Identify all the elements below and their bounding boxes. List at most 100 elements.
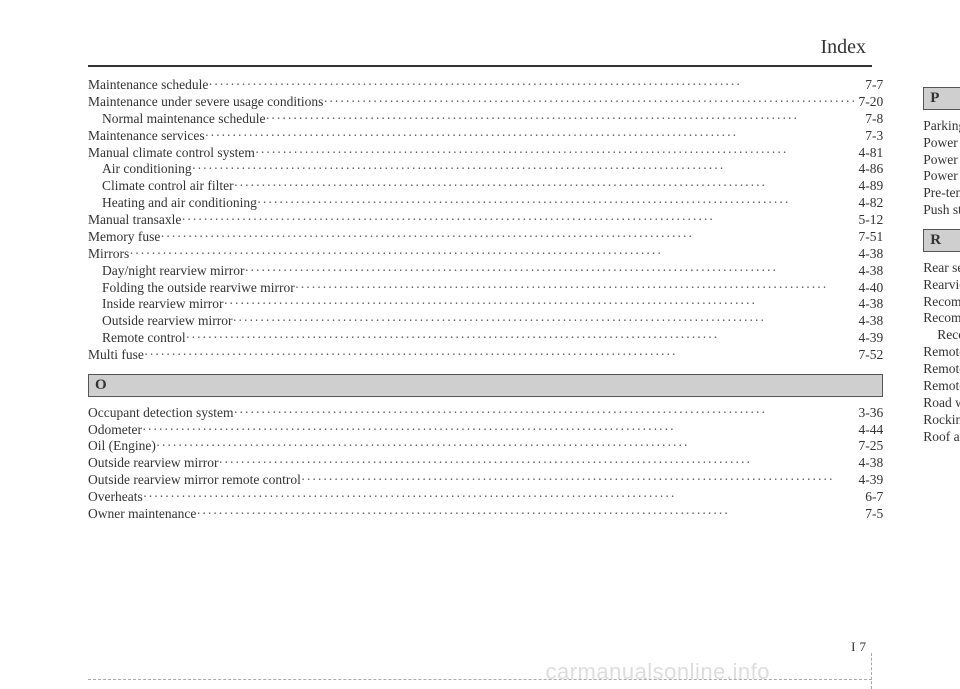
entry-label: Rocking the vehicle xyxy=(923,412,960,429)
left-entries-bottom: Occupant detection system 3-36Odometer 4… xyxy=(88,405,883,523)
index-entry: Recommended lubricants and capacities8-6 xyxy=(923,310,960,327)
entry-label: Power outlet xyxy=(923,152,960,169)
index-entry: Power outlet 4-99 xyxy=(923,152,960,169)
entry-page-ref: 4-44 xyxy=(857,422,884,439)
index-entry: Rearview camera4-69 xyxy=(923,277,960,294)
page-num: 7 xyxy=(860,639,867,654)
section-letter-r: R xyxy=(923,229,960,252)
page-volume: I xyxy=(851,639,855,654)
entry-page-ref: 4-89 xyxy=(857,178,884,195)
entry-page-ref: 7-5 xyxy=(863,506,883,523)
entry-page-ref: 7-3 xyxy=(863,128,883,145)
index-entry: Air conditioning 4-86 xyxy=(88,161,883,178)
entry-label: Oil (Engine) xyxy=(88,438,156,455)
entry-page-ref: 4-38 xyxy=(857,263,884,280)
entry-label: Inside rearview mirror xyxy=(102,296,223,313)
entry-leader-dots xyxy=(218,455,856,472)
index-entry: Remote control 4-39 xyxy=(88,330,883,347)
entry-page-ref: 4-39 xyxy=(857,472,884,489)
index-entry: Overheats 6-7 xyxy=(88,489,883,506)
entry-page-ref: 4-81 xyxy=(857,145,884,162)
entry-label: Folding the outside rearviwe mirror xyxy=(102,280,295,297)
index-entry: Parking brake5-22,7-31 xyxy=(923,118,960,135)
index-entry: Maintenance schedule 7-7 xyxy=(88,77,883,94)
entry-leader-dots xyxy=(205,128,864,145)
entry-page-ref: 7-51 xyxy=(857,229,884,246)
entry-label: Occupant detection system xyxy=(88,405,233,422)
entry-page-ref: 7-20 xyxy=(857,94,884,111)
entry-leader-dots xyxy=(223,296,856,313)
index-entry: Climate control air filter 4-89 xyxy=(88,178,883,195)
page-number: I7 xyxy=(851,639,866,655)
entry-page-ref: 4-38 xyxy=(857,455,884,472)
entry-label: Recommended SAE viscosity number xyxy=(937,327,960,344)
entry-page-ref: 4-39 xyxy=(857,330,884,347)
entry-label: Maintenance under severe usage condition… xyxy=(88,94,323,111)
index-entry: Pre-tensioner seat belt3-17 xyxy=(923,185,960,202)
right-column: P Parking brake5-22,7-31Power brakes5-21… xyxy=(923,77,960,523)
entry-label: Remote keyless entry xyxy=(923,361,960,378)
entry-leader-dots xyxy=(301,472,857,489)
entry-label: Day/night rearview mirror xyxy=(102,263,244,280)
section-letter-p: P xyxy=(923,87,960,110)
entry-label: Parking brake xyxy=(923,118,960,135)
right-entries-r: Rear seat3-9Rearview camera4-69Recommend… xyxy=(923,260,960,446)
entry-label: Odometer xyxy=(88,422,142,439)
entry-label: Owner maintenance xyxy=(88,506,196,523)
index-entry: Power window lock button 4-25 xyxy=(923,168,960,185)
index-entry: Road warning6-2 xyxy=(923,395,960,412)
entry-label: Manual transaxle xyxy=(88,212,181,229)
entry-leader-dots xyxy=(129,246,856,263)
entry-page-ref: 7-52 xyxy=(857,347,884,364)
entry-leader-dots xyxy=(142,422,857,439)
entry-leader-dots xyxy=(295,280,857,297)
index-entry: Owner maintenance 7-5 xyxy=(88,506,883,523)
entry-leader-dots xyxy=(144,347,857,364)
index-entry: Maintenance services7-3 xyxy=(88,128,883,145)
entry-label: Rear seat xyxy=(923,260,960,277)
entry-page-ref: 3-36 xyxy=(857,405,884,422)
index-page: Index Maintenance schedule7-7Maintenance… xyxy=(0,0,960,689)
index-entry: Normal maintenance schedule 7-8 xyxy=(88,111,883,128)
entry-label: Rearview camera xyxy=(923,277,960,294)
right-entries-p: Parking brake5-22,7-31Power brakes5-21Po… xyxy=(923,118,960,219)
index-entry: Push starting6-6 xyxy=(923,202,960,219)
entry-page-ref: 7-7 xyxy=(863,77,883,94)
section-letter-o: O xyxy=(88,374,883,397)
entry-label: Mirrors xyxy=(88,246,129,263)
entry-leader-dots xyxy=(143,489,864,506)
entry-page-ref: 4-38 xyxy=(857,296,884,313)
entry-label: Air conditioning xyxy=(102,161,192,178)
index-entry: Day/night rearview mirror 4-38 xyxy=(88,263,883,280)
entry-label: Power window lock button xyxy=(923,168,960,185)
left-column: Maintenance schedule 7-7 Maintenance under… xyxy=(88,77,883,523)
index-entry: Recommended cold tire inflation pressure… xyxy=(923,294,960,311)
index-entry: Occupant detection system 3-36 xyxy=(88,405,883,422)
index-entry: Recommended SAE viscosity number8-7 xyxy=(923,327,960,344)
entry-leader-dots xyxy=(265,111,863,128)
entry-label: Recommended lubricants and capacities xyxy=(923,310,960,327)
entry-label: Normal maintenance schedule xyxy=(102,111,265,128)
header-rule xyxy=(88,65,872,67)
entry-label: Maintenance schedule xyxy=(88,77,208,94)
entry-leader-dots xyxy=(196,506,863,523)
index-entry: Rear seat3-9 xyxy=(923,260,960,277)
index-entry: Folding the outside rearviwe mirror4-40 xyxy=(88,280,883,297)
index-entry: Odometer 4-44 xyxy=(88,422,883,439)
index-entry: Remote(or Smart) key battery replacement… xyxy=(923,378,960,395)
entry-leader-dots xyxy=(257,195,857,212)
entry-page-ref: 4-38 xyxy=(857,313,884,330)
entry-page-ref: 4-86 xyxy=(857,161,884,178)
entry-leader-dots xyxy=(192,161,857,178)
entry-page-ref: 7-8 xyxy=(863,111,883,128)
entry-leader-dots xyxy=(232,313,856,330)
entry-label: Remote control (Mirror) xyxy=(923,344,960,361)
entry-label: Outside rearview mirror xyxy=(102,313,232,330)
index-entry: Outside rearview mirror remote control 4… xyxy=(88,472,883,489)
entry-leader-dots xyxy=(233,405,856,422)
entry-page-ref: 5-12 xyxy=(857,212,884,229)
left-entries-top: Maintenance schedule 7-7 Maintenance under… xyxy=(88,77,883,364)
index-entry: Multi fuse7-52 xyxy=(88,347,883,364)
entry-leader-dots xyxy=(208,77,863,94)
entry-leader-dots xyxy=(160,229,856,246)
